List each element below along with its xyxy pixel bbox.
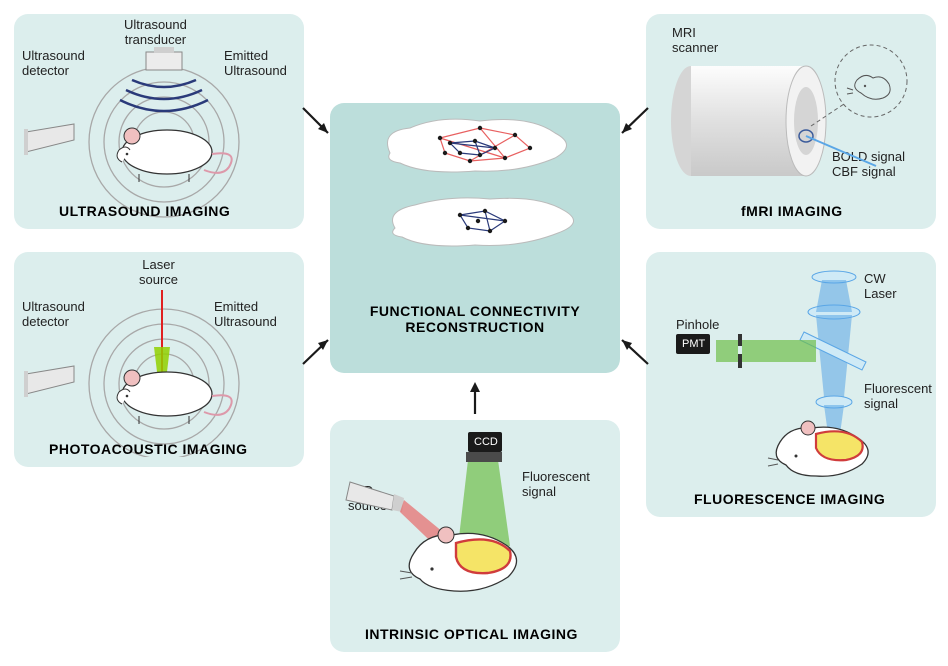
title-photoacoustic: PHOTOACOUSTIC IMAGING — [49, 441, 247, 457]
ultrasound-diagram — [14, 32, 304, 222]
center-title: FUNCTIONAL CONNECTIVITYRECONSTRUCTION — [330, 303, 620, 335]
title-intrinsic: INTRINSIC OPTICAL IMAGING — [365, 626, 578, 642]
title-ultrasound: ULTRASOUND IMAGING — [59, 203, 230, 219]
arrow-from-ultrasound — [300, 105, 340, 145]
panel-intrinsic: LEDsource Fluorescentsignal CCD INTRINSI… — [330, 420, 620, 652]
panel-fmri: MRIscanner BOLD signalCBF signal fMRI IM… — [646, 14, 936, 229]
arrow-from-photoacoustic — [300, 330, 340, 370]
arrow-from-fmri — [612, 105, 652, 145]
arrow-from-fluorescence — [612, 330, 652, 370]
center-brain-diagram — [330, 103, 620, 283]
fluorescence-diagram — [646, 262, 936, 502]
panel-fluorescence: CWLaser Pinhole Fluorescentsignal PMT FL… — [646, 252, 936, 517]
arrow-from-intrinsic — [460, 378, 490, 418]
title-fmri: fMRI IMAGING — [741, 203, 843, 219]
title-fluorescence: FLUORESCENCE IMAGING — [694, 491, 885, 507]
fmri-diagram — [646, 26, 936, 216]
photoacoustic-diagram — [14, 272, 304, 457]
center-title-l1: FUNCTIONAL CONNECTIVITYRECONSTRUCTION — [370, 303, 580, 335]
center-panel: FUNCTIONAL CONNECTIVITYRECONSTRUCTION — [330, 103, 620, 373]
panel-ultrasound: Ultrasoundtransducer Ultrasounddetector … — [14, 14, 304, 229]
panel-photoacoustic: Lasersource Ultrasounddetector EmittedUl… — [14, 252, 304, 467]
intrinsic-diagram — [330, 434, 620, 639]
